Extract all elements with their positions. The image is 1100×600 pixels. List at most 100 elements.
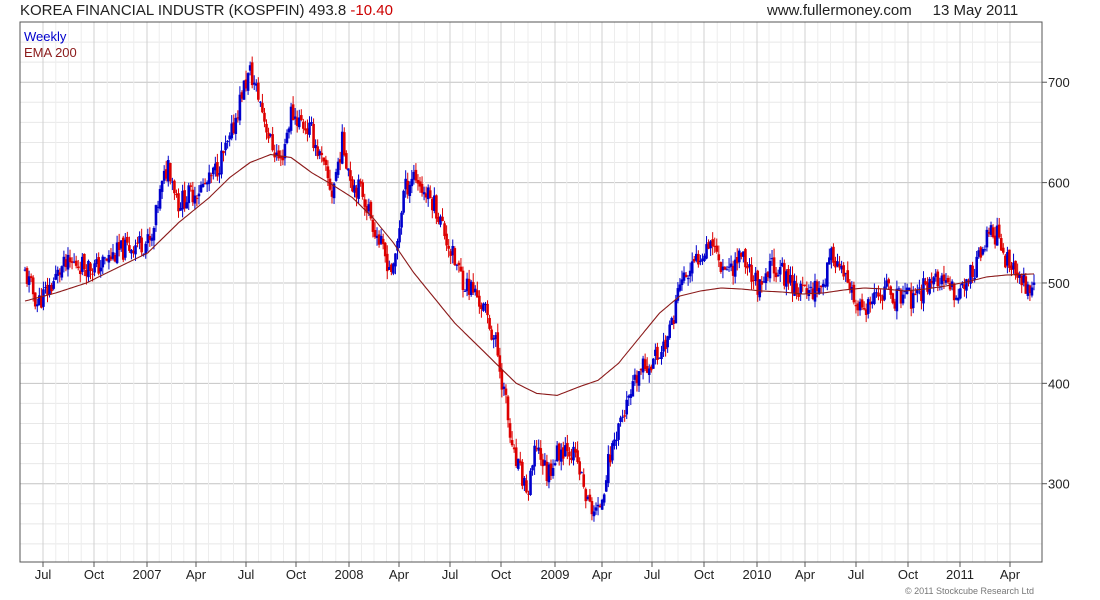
candle-body	[257, 82, 260, 100]
candle-body	[506, 396, 510, 421]
candle-body	[60, 266, 64, 278]
candle-body	[1018, 274, 1021, 278]
candle-body	[594, 507, 598, 511]
candle-body	[609, 454, 612, 463]
candle-body	[289, 106, 293, 131]
source-site[interactable]: www.fullermoney.com	[767, 2, 912, 19]
candle-body	[547, 464, 551, 483]
candle-body	[752, 280, 755, 282]
candle-body	[136, 242, 139, 244]
candle-body	[727, 266, 731, 268]
candle-body	[821, 283, 825, 287]
candle-body	[656, 346, 659, 360]
candle-body	[979, 247, 983, 258]
candle-body	[171, 181, 174, 183]
candle-body	[860, 299, 864, 308]
candle-body	[340, 131, 344, 164]
candle-body	[1026, 284, 1030, 296]
candle-body	[242, 80, 246, 100]
candle-body	[707, 242, 710, 249]
candle-body	[377, 234, 381, 245]
candle-body	[566, 442, 569, 452]
candle-body	[582, 474, 586, 487]
candle-body	[893, 301, 897, 309]
candle-body	[699, 260, 702, 262]
candle-body	[731, 265, 735, 276]
candle-body	[218, 173, 221, 175]
candle-body	[209, 175, 213, 177]
candle-body	[670, 318, 674, 325]
candle-body	[934, 273, 938, 277]
candle-body	[117, 242, 121, 250]
candle-body	[87, 260, 90, 278]
candle-body	[744, 249, 747, 268]
candle-body	[81, 256, 84, 272]
candle-body	[199, 184, 203, 193]
candle-body	[568, 451, 571, 457]
candle-body	[453, 248, 457, 266]
candle-body	[25, 268, 29, 284]
candle-body	[334, 172, 338, 181]
candle-body	[795, 283, 798, 295]
candle-body	[1012, 262, 1015, 270]
candle-body	[148, 235, 152, 240]
candle-body	[113, 254, 117, 262]
candle-body	[318, 151, 322, 156]
candle-body	[985, 229, 989, 248]
candle-body	[332, 183, 336, 199]
candle-body	[420, 183, 424, 193]
candle-body	[437, 216, 440, 222]
candle-body	[627, 395, 631, 398]
candle-body	[473, 288, 477, 293]
candle-body	[484, 303, 487, 306]
candle-body	[842, 265, 845, 277]
candle-body	[469, 281, 473, 296]
candle-body	[105, 258, 109, 261]
candle-body	[214, 163, 217, 171]
candle-body	[701, 258, 704, 262]
candle-body	[918, 287, 921, 289]
candle-body	[539, 448, 543, 460]
candle-body	[72, 261, 76, 263]
candle-body	[961, 283, 964, 286]
candle-body	[142, 253, 146, 255]
candle-body	[230, 123, 234, 139]
candle-body	[27, 276, 31, 285]
candle-body	[666, 336, 669, 348]
last-price: 493.8	[308, 2, 347, 19]
candle-body	[111, 252, 115, 259]
candle-body	[735, 256, 739, 264]
candle-body	[930, 280, 933, 284]
candle-body	[410, 178, 414, 187]
y-tick-label: 700	[1048, 75, 1070, 90]
candle-body	[729, 263, 733, 267]
candle-body	[715, 245, 719, 252]
candle-body	[457, 262, 461, 266]
candle-body	[717, 254, 721, 261]
x-tick-label: Jul	[238, 567, 255, 582]
candle-body	[490, 329, 493, 340]
candle-body	[780, 262, 784, 267]
candle-body	[302, 121, 305, 129]
candle-body	[854, 304, 858, 307]
candle-body	[119, 240, 123, 249]
candle-body	[924, 281, 927, 285]
candle-body	[772, 257, 776, 274]
candle-body	[981, 249, 985, 255]
candle-body	[1022, 273, 1026, 283]
candle-body	[901, 294, 905, 304]
copyright-note: © 2011 Stockcube Research Ltd	[905, 586, 1035, 596]
candle-body	[134, 245, 137, 255]
candle-body	[189, 185, 193, 187]
candle-body	[754, 272, 757, 282]
candle-body	[291, 104, 295, 120]
candle-body	[91, 273, 94, 275]
candles-layer	[23, 56, 1036, 522]
candle-body	[66, 254, 70, 270]
candle-body	[359, 181, 362, 184]
x-tick-label: 2011	[946, 567, 974, 582]
candle-body	[285, 132, 289, 144]
candle-body	[304, 128, 307, 131]
candle-body	[308, 122, 311, 135]
candle-body	[357, 179, 360, 199]
